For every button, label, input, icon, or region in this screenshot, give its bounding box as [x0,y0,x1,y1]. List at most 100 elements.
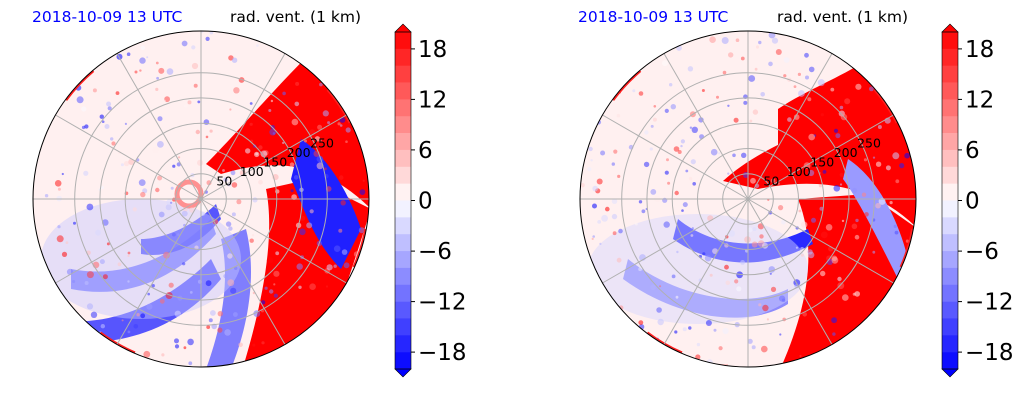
field-speckle [86,271,94,279]
field-speckle [819,206,824,211]
field-speckle [748,75,756,82]
field-speckle [44,194,49,198]
field-speckle [587,167,592,172]
field-speckle [157,141,164,148]
field-speckle [771,37,779,44]
field-speckle [721,37,729,44]
field-speckle [275,251,280,256]
field-speckle [338,175,344,180]
field-speckle [844,98,851,105]
field-speckle [291,118,299,126]
field-speckle [123,161,130,167]
field-speckle [249,122,253,126]
field-speckle [878,197,886,205]
field-speckle [722,70,727,75]
field-speckle [191,62,199,70]
field-speckle [139,57,146,64]
colorbar-level [395,116,411,134]
field-speckle [662,197,668,203]
field-speckle [783,74,787,78]
field-speckle [743,100,748,105]
azimuth-line [663,53,749,200]
field-speckle [885,165,891,171]
field-speckle [588,146,593,152]
field-speckle [205,280,212,287]
field-speckle [650,284,656,291]
field-speckle [101,120,105,123]
field-speckle [601,214,608,222]
azimuth-line [747,198,894,284]
field-speckle [83,170,89,176]
field-speckle [779,333,782,336]
field-speckle [222,169,225,172]
range-ring-label: 100 [787,164,811,179]
range-ring-label: 100 [240,164,264,179]
field-speckle [667,181,671,185]
colorbar-level [942,251,958,269]
field-speckle [760,92,765,97]
azimuth-line [116,53,202,200]
field-speckle [299,228,306,236]
range-ring-label: 200 [834,145,858,160]
velocity-field [580,31,916,367]
field-speckle [90,311,98,318]
field-speckle [801,221,808,228]
field-speckle [106,242,110,246]
field-speckle [100,324,106,329]
field-speckle [820,113,824,117]
field-speckle [289,162,295,167]
field-speckle [713,328,717,332]
field-speckle [676,250,679,254]
colorbar-level [942,284,958,302]
range-ring-label: 200 [287,145,311,160]
field-speckle [316,162,324,170]
range-ring-label: 250 [857,136,881,151]
field-speckle [674,330,678,334]
field-speckle [775,49,782,55]
field-speckle [228,226,233,231]
field-speckle [740,56,745,61]
field-speckle [197,159,204,166]
field-speckle [899,163,905,169]
field-speckle [653,105,657,108]
colorbar-level [395,82,411,100]
field-speckle [759,234,764,239]
field-speckle [282,91,286,96]
field-speckle [724,264,729,270]
field-speckle [84,124,89,129]
field-speckle [644,130,649,135]
field-speckle [155,87,159,91]
field-speckle [611,198,618,204]
field-speckle [808,66,815,73]
field-speckle [269,289,274,294]
colorbar-level [395,352,411,370]
field-speckle [904,152,910,159]
field-speckle [229,108,232,111]
colorbar: −18 −12 −6 0 6 12 18 [941,23,1014,378]
colorbar-level [942,234,958,252]
field-speckle [842,294,849,301]
field-speckle [692,182,696,186]
field-speckle [296,263,303,270]
field-speckle [174,344,180,349]
field-speckle [662,60,668,67]
colorbar-tick-label: −12 [418,290,467,316]
field-speckle [863,158,868,162]
field-speckle [797,72,801,76]
field-speckle [208,318,213,323]
colorbar-extend-max [941,23,959,33]
field-speckle [100,185,105,190]
colorbar-level [395,251,411,269]
field-speckle [600,150,606,156]
negative-haze [41,199,241,319]
field-speckle [231,182,238,188]
panel-2-timestamp: 2018-10-09 13 UTC [578,8,729,26]
field-speckle [65,241,69,245]
field-speckle [136,313,140,317]
field-speckle [735,38,740,42]
field-speckle [895,179,900,184]
field-speckle [340,200,346,206]
field-speckle [591,237,594,240]
field-speckle [54,180,62,187]
